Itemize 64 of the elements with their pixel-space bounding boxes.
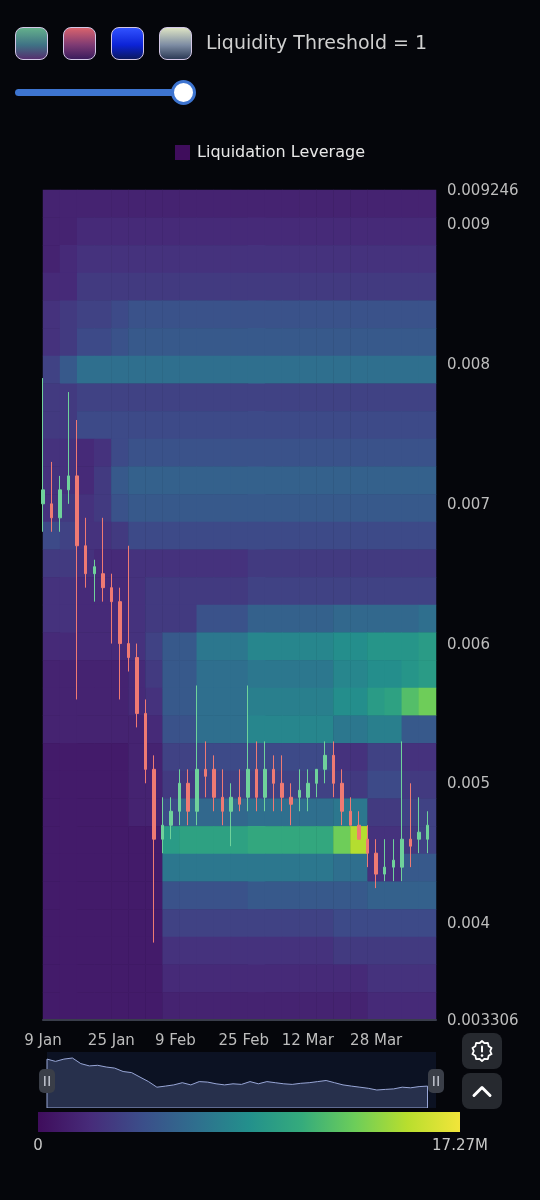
candlestick — [178, 768, 181, 826]
y-tick-label: 0.004 — [447, 914, 490, 933]
text: Liquidity Threshold = 1 — [206, 30, 428, 54]
candlestick — [135, 643, 139, 728]
candlestick — [426, 810, 429, 854]
x-tick-label: 12 Mar — [281, 1030, 335, 1049]
candlestick — [84, 517, 87, 589]
candlestick — [110, 573, 113, 645]
candlestick — [349, 796, 352, 826]
y-tick-label: 0.005 — [447, 774, 490, 793]
candlestick — [400, 740, 404, 882]
candlestick — [374, 838, 378, 889]
candlestick — [315, 768, 318, 798]
candlestick — [246, 684, 250, 812]
candlestick — [75, 419, 79, 700]
candlestick — [272, 754, 275, 812]
candlestick — [409, 782, 412, 868]
candlestick — [118, 587, 122, 700]
candlestick — [383, 838, 386, 882]
color-bar-label: 0 — [33, 1135, 43, 1155]
x-tick-label: 28 Mar — [350, 1030, 404, 1049]
candlestick — [340, 768, 344, 826]
candlestick — [67, 391, 70, 505]
color-bar-title: Liquidation Leverage — [197, 142, 365, 162]
candlestick — [263, 740, 267, 812]
y-tick-label: 0.008 — [447, 355, 490, 374]
candlestick — [127, 545, 130, 673]
candlestick — [306, 768, 310, 812]
candlestick — [417, 796, 421, 854]
candlestick — [152, 754, 156, 944]
x-tick-label: 25 Feb — [218, 1030, 269, 1049]
candlestick — [144, 698, 147, 784]
candlestick — [161, 796, 164, 854]
candlestick — [195, 684, 199, 826]
candlestick — [221, 768, 224, 826]
candlestick — [289, 782, 293, 826]
candlestick — [169, 796, 173, 840]
y-tick-label: 0.006 — [447, 634, 490, 653]
x-tick-label: 9 Jan — [24, 1030, 62, 1049]
candlestick — [298, 768, 301, 812]
candlestick — [212, 754, 216, 812]
candlestick — [186, 768, 190, 826]
candlestick — [392, 838, 395, 882]
candlestick — [93, 559, 96, 603]
candlestick — [204, 740, 207, 798]
candlestick — [41, 377, 45, 533]
candlestick — [280, 754, 284, 812]
candlestick — [332, 740, 335, 798]
y-tick-label: 0.009 — [447, 215, 490, 234]
candlestick — [323, 740, 327, 784]
x-tick-label: 25 Jan — [87, 1030, 135, 1049]
candlestick — [238, 768, 241, 812]
y-tick-label: 0.007 — [447, 494, 490, 513]
candlestick — [229, 782, 233, 847]
candlestick — [50, 461, 53, 533]
y-tick-label: 0.009246 — [447, 181, 519, 199]
candlestick — [58, 475, 62, 533]
x-tick-label: 9 Feb — [154, 1030, 196, 1049]
candlestick — [366, 824, 369, 868]
candlestick — [255, 740, 258, 812]
candlestick — [357, 810, 361, 840]
candlestick — [101, 517, 105, 603]
y-tick-label: 0.003306 — [447, 1011, 519, 1029]
color-bar-label: 17.27M — [432, 1135, 488, 1155]
